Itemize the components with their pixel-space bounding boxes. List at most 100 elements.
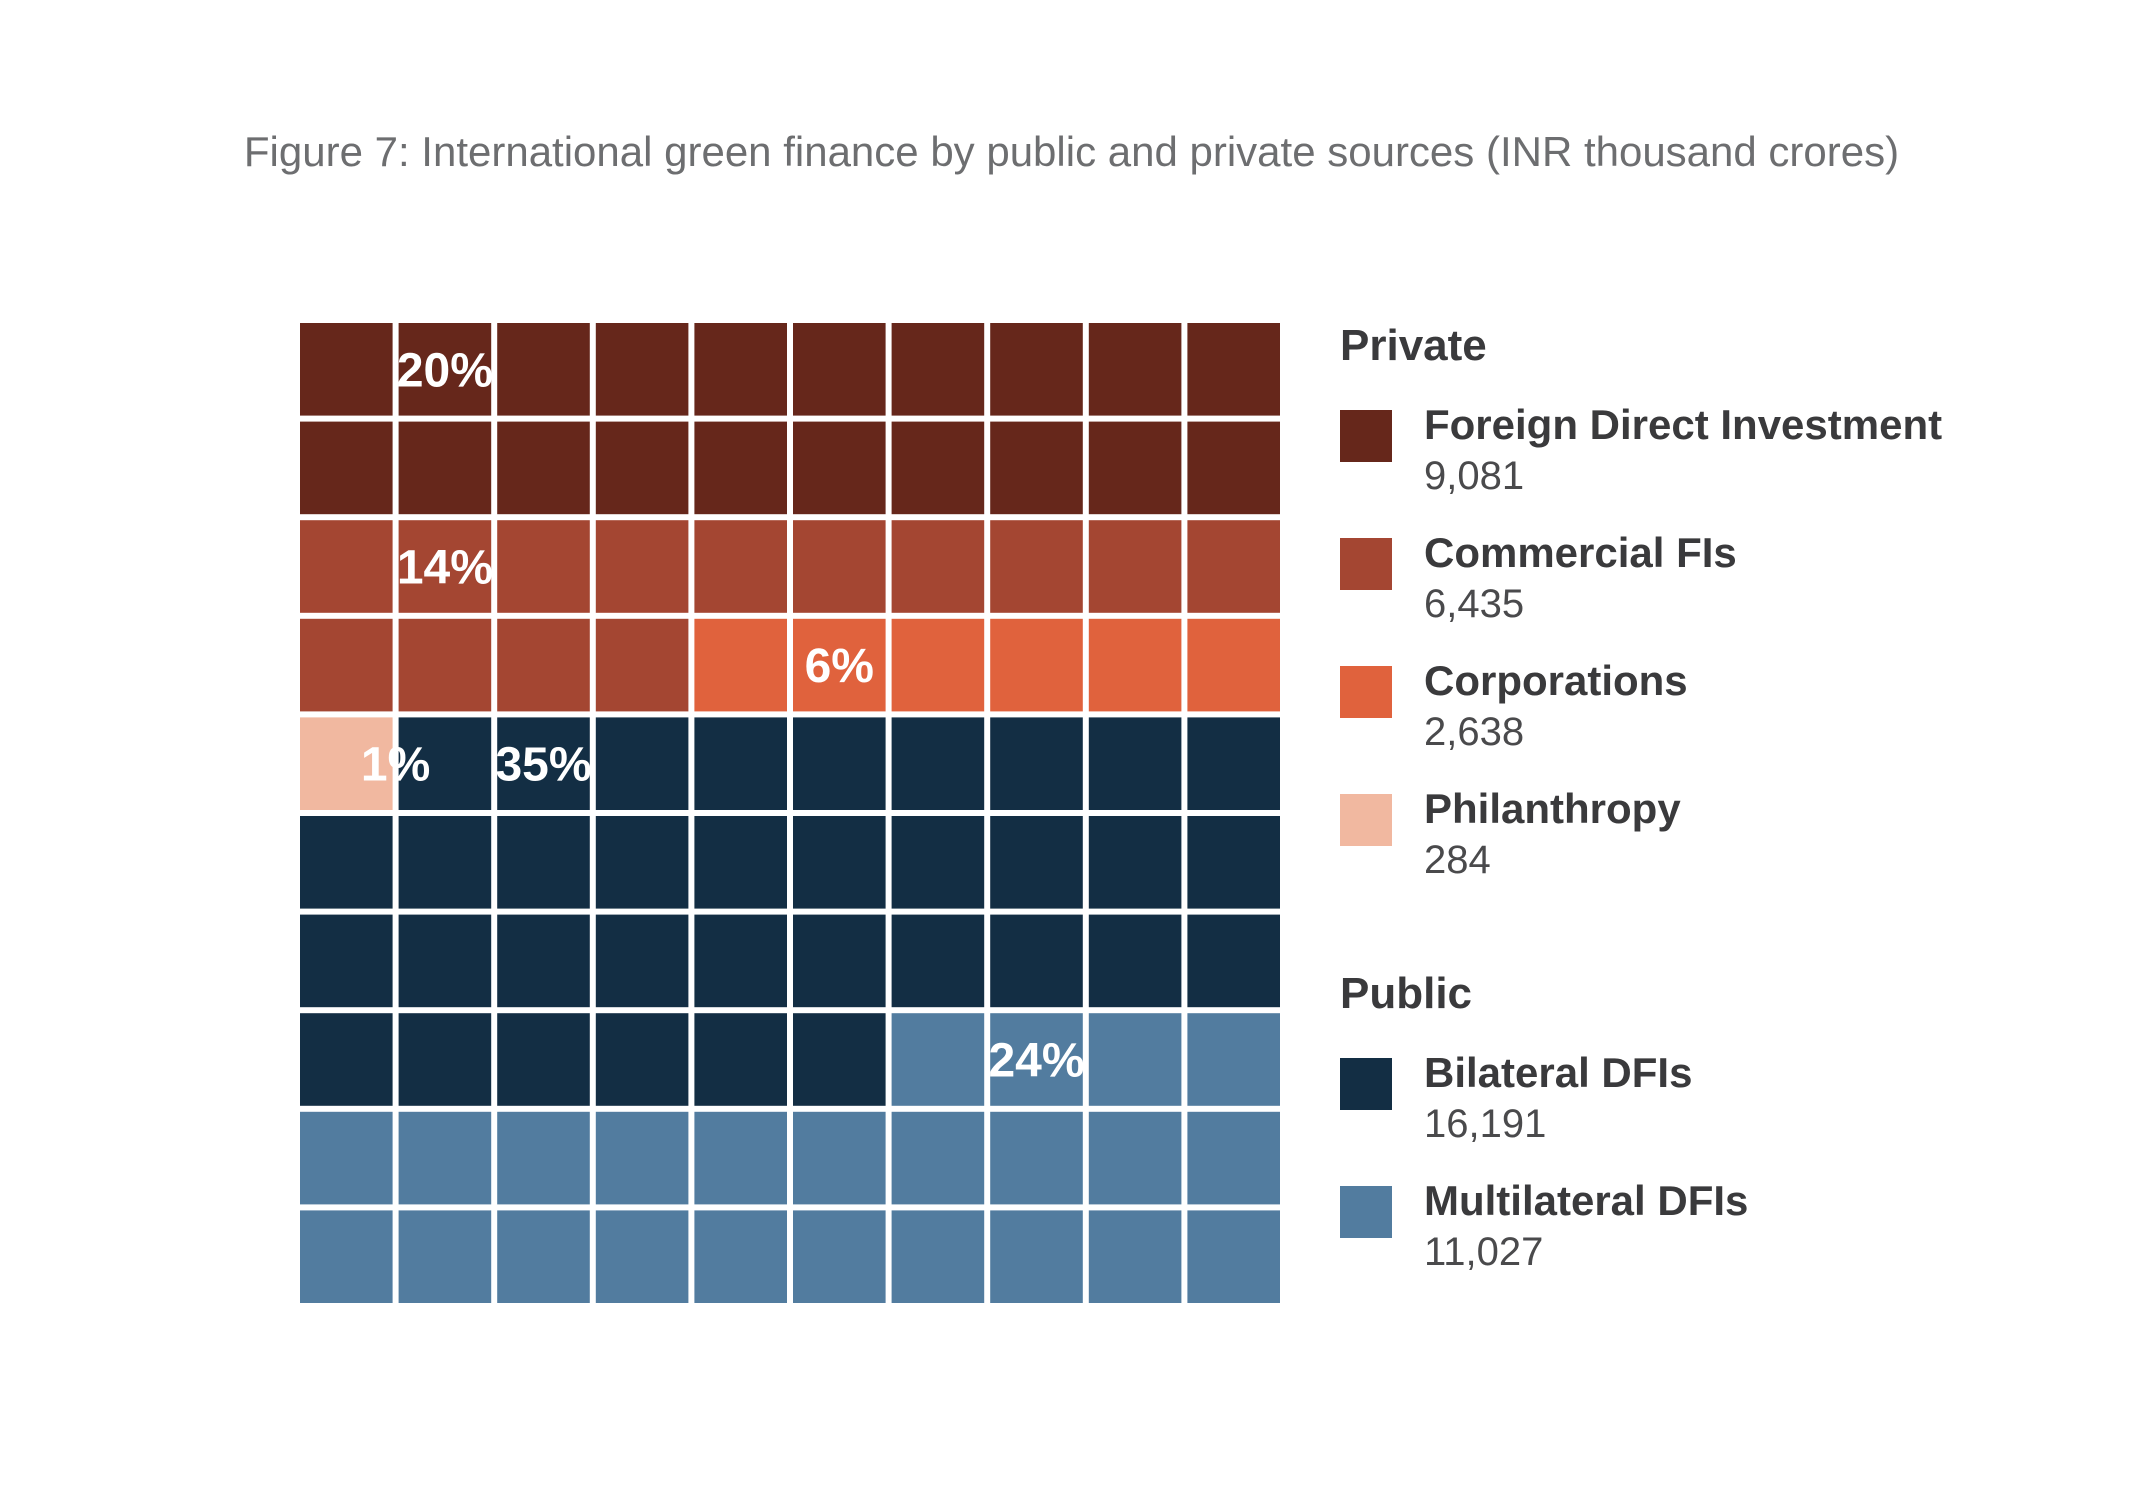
waffle-cell	[398, 1013, 492, 1106]
waffle-cell	[990, 520, 1083, 613]
waffle-cell	[891, 914, 985, 1008]
waffle-cell	[891, 323, 985, 416]
waffle-cell	[595, 1210, 689, 1303]
legend-list: Foreign Direct Investment 9,081 Commerci…	[1340, 400, 2120, 912]
legend-item-multilateral-dfis: Multilateral DFIs 11,027	[1340, 1176, 2120, 1304]
waffle-cell	[300, 717, 393, 810]
waffle-pct-label: 14%	[397, 542, 493, 595]
legend-item-philanthropy: Philanthropy 284	[1340, 784, 2120, 912]
waffle-cell	[694, 323, 787, 416]
legend-value: 284	[1424, 838, 1491, 882]
waffle-cell	[1187, 816, 1280, 909]
waffle-cell	[694, 816, 787, 909]
waffle-cell	[595, 717, 689, 810]
waffle-cell	[891, 618, 985, 712]
legend-value: 16,191	[1424, 1102, 1547, 1146]
waffle-cell	[793, 618, 886, 712]
waffle-cell	[1088, 520, 1182, 613]
waffle-cell	[891, 1210, 985, 1303]
waffle-cell	[891, 421, 985, 515]
waffle-cell	[398, 816, 492, 909]
legend-item-commercial-fis: Commercial FIs 6,435	[1340, 528, 2120, 656]
waffle-cell	[595, 1111, 689, 1205]
legend-item-corporations: Corporations 2,638	[1340, 656, 2120, 784]
waffle-cell	[1187, 421, 1280, 515]
waffle-cell	[300, 1111, 393, 1205]
legend-swatch	[1340, 538, 1392, 590]
legend-label: Corporations	[1424, 657, 1688, 704]
waffle-cell	[398, 618, 492, 712]
waffle-cell	[891, 816, 985, 909]
waffle-pct-label: 24%	[988, 1035, 1084, 1088]
waffle-cell	[891, 1013, 985, 1106]
waffle-cell	[398, 717, 492, 810]
waffle-cell	[497, 1013, 590, 1106]
legend-item-foreign-direct-investment: Foreign Direct Investment 9,081	[1340, 400, 2120, 528]
legend-group-public: Public Bilateral DFIs 16,191 Multilatera…	[1340, 968, 2120, 1304]
waffle-cell	[595, 618, 689, 712]
waffle-cell	[300, 1013, 393, 1106]
waffle-cell	[694, 1210, 787, 1303]
waffle-pct-label: 6%	[805, 640, 874, 693]
waffle-cell	[793, 1013, 886, 1106]
legend-group-title: Private	[1340, 321, 1487, 370]
legend-value: 11,027	[1424, 1230, 1544, 1274]
legend-item-bilateral-dfis: Bilateral DFIs 16,191	[1340, 1048, 2120, 1176]
waffle-cell	[1088, 618, 1182, 712]
waffle-cell	[595, 816, 689, 909]
waffle-cell	[793, 816, 886, 909]
waffle-cell	[398, 323, 492, 416]
waffle-cell	[793, 421, 886, 515]
legend-value: 9,081	[1424, 454, 1525, 498]
waffle-cell	[793, 914, 886, 1008]
waffle-cell	[398, 421, 492, 515]
waffle-pct-label: 1%	[361, 739, 430, 792]
waffle-cell	[1088, 717, 1182, 810]
chart-title: Figure 7: International green finance by…	[243, 128, 1900, 175]
waffle-cell	[1187, 1210, 1280, 1303]
waffle-cell	[990, 914, 1083, 1008]
waffle-cell	[694, 914, 787, 1008]
waffle-cell	[990, 717, 1083, 810]
waffle-cell	[497, 717, 590, 810]
waffle-cell	[793, 1210, 886, 1303]
legend-label: Foreign Direct Investment	[1424, 401, 1943, 448]
waffle-cell	[398, 1210, 492, 1303]
waffle-cell	[300, 323, 393, 416]
waffle-cell	[694, 717, 787, 810]
waffle-cell	[1187, 323, 1280, 416]
waffle-cell	[793, 323, 886, 416]
waffle-cell	[990, 1210, 1083, 1303]
waffle-cell	[300, 421, 393, 515]
waffle-cell	[891, 520, 985, 613]
legend-swatch	[1340, 666, 1392, 718]
waffle-cell	[1187, 717, 1280, 810]
legend-swatch	[1340, 1058, 1392, 1110]
waffle-cell	[1187, 1013, 1280, 1106]
waffle-cell	[497, 816, 590, 909]
waffle-cell	[1187, 520, 1280, 613]
legend-value: 6,435	[1424, 582, 1525, 626]
waffle-cell	[990, 816, 1083, 909]
waffle-cell	[793, 520, 886, 613]
waffle-cell	[497, 618, 590, 712]
waffle-cell	[300, 618, 393, 712]
legend-group-title: Public	[1340, 969, 1473, 1018]
waffle-cell	[1088, 323, 1182, 416]
waffle-chart: 20% 14% 6% 1% 35% 24%	[300, 323, 1280, 1303]
waffle-cell	[497, 1210, 590, 1303]
waffle-cell	[595, 914, 689, 1008]
waffle-cell	[990, 323, 1083, 416]
waffle-cell	[497, 323, 590, 416]
waffle-cell	[891, 1111, 985, 1205]
waffle-cell	[1088, 914, 1182, 1008]
waffle-cell	[595, 421, 689, 515]
waffle-cell	[595, 520, 689, 613]
waffle-cell	[497, 914, 590, 1008]
waffle-cell	[300, 816, 393, 909]
waffle-cell	[1088, 816, 1182, 909]
waffle-cell	[990, 421, 1083, 515]
waffle-cell	[497, 520, 590, 613]
waffle-cell	[694, 1111, 787, 1205]
legend-group-private: Private Foreign Direct Investment 9,081 …	[1340, 320, 2120, 912]
